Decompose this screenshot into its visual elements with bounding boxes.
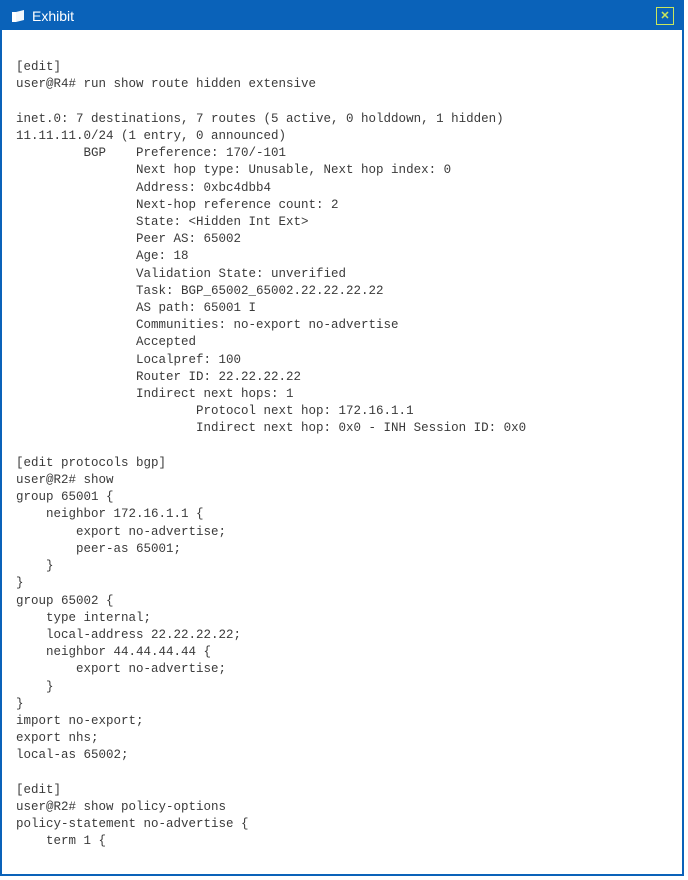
close-button[interactable]: ✕ (656, 7, 674, 25)
content-area: [edit] user@R4# run show route hidden ex… (2, 30, 682, 874)
title-left: Exhibit (10, 8, 74, 24)
close-icon: ✕ (660, 11, 669, 22)
window-title: Exhibit (32, 8, 74, 24)
titlebar: Exhibit ✕ (2, 2, 682, 30)
terminal-output: [edit] user@R4# run show route hidden ex… (16, 42, 668, 851)
exhibit-window: Exhibit ✕ [edit] user@R4# run show route… (0, 0, 684, 876)
exhibit-icon (10, 9, 26, 23)
